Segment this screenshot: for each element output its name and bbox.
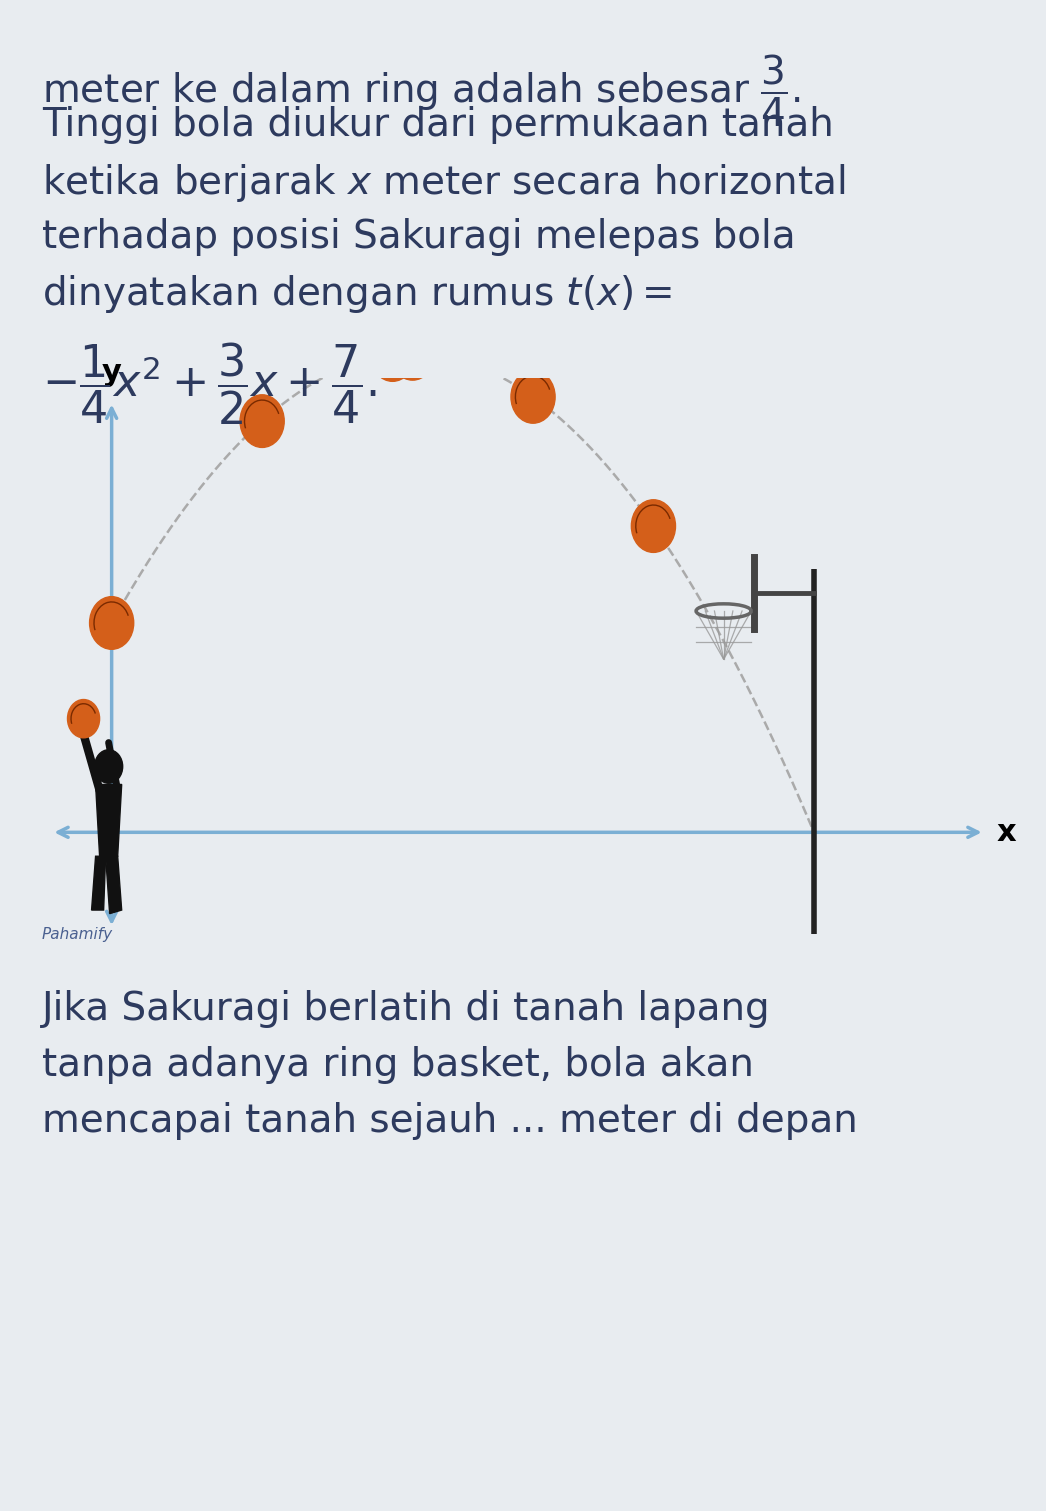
Text: $-\dfrac{1}{4}x^2 + \dfrac{3}{2}x + \dfrac{7}{4}.$: $-\dfrac{1}{4}x^2 + \dfrac{3}{2}x + \dfr… <box>42 340 377 428</box>
Circle shape <box>90 597 134 650</box>
Text: Jika Sakuragi berlatih di tanah lapang: Jika Sakuragi berlatih di tanah lapang <box>42 990 771 1027</box>
Text: tanpa adanya ring basket, bola akan: tanpa adanya ring basket, bola akan <box>42 1046 754 1083</box>
Circle shape <box>510 370 555 423</box>
Text: x: x <box>997 817 1016 846</box>
Circle shape <box>370 329 414 381</box>
Text: dinyatakan dengan rumus $t(x) =$: dinyatakan dengan rumus $t(x) =$ <box>42 273 673 316</box>
Circle shape <box>68 700 99 737</box>
Text: terhadap posisi Sakuragi melepas bola: terhadap posisi Sakuragi melepas bola <box>42 218 795 255</box>
Text: Tinggi bola diukur dari permukaan tanah: Tinggi bola diukur dari permukaan tanah <box>42 106 834 144</box>
Text: meter ke dalam ring adalah sebesar $\dfrac{3}{4}$.: meter ke dalam ring adalah sebesar $\dfr… <box>42 53 800 128</box>
Circle shape <box>390 328 435 381</box>
Text: mencapai tanah sejauh ... meter di depan: mencapai tanah sejauh ... meter di depan <box>42 1102 858 1139</box>
Text: Pahamify: Pahamify <box>42 928 113 943</box>
Text: y: y <box>101 358 121 387</box>
Circle shape <box>632 500 676 553</box>
Polygon shape <box>95 784 121 857</box>
Circle shape <box>94 749 122 783</box>
Text: ketika berjarak $x$ meter secara horizontal: ketika berjarak $x$ meter secara horizon… <box>42 162 845 204</box>
Polygon shape <box>92 857 106 910</box>
Circle shape <box>241 394 285 447</box>
Polygon shape <box>106 857 121 914</box>
